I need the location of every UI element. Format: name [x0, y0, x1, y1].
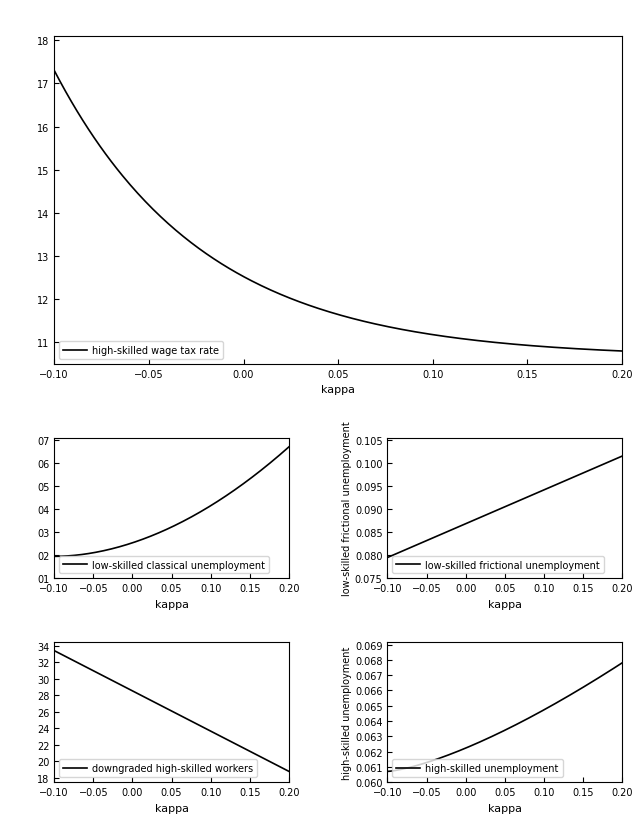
- Y-axis label: low-skilled frictional unemployment: low-skilled frictional unemployment: [342, 421, 352, 595]
- X-axis label: kappa: kappa: [487, 803, 522, 812]
- Legend: high-skilled wage tax rate: high-skilled wage tax rate: [59, 342, 223, 360]
- Y-axis label: high-skilled unemployment: high-skilled unemployment: [342, 645, 352, 779]
- Legend: downgraded high-skilled workers: downgraded high-skilled workers: [59, 759, 257, 777]
- Legend: high-skilled unemployment: high-skilled unemployment: [392, 759, 563, 777]
- Legend: low-skilled classical unemployment: low-skilled classical unemployment: [59, 556, 269, 574]
- X-axis label: kappa: kappa: [154, 803, 189, 812]
- X-axis label: kappa: kappa: [487, 599, 522, 609]
- Legend: low-skilled frictional unemployment: low-skilled frictional unemployment: [392, 556, 604, 574]
- X-axis label: kappa: kappa: [321, 385, 355, 395]
- X-axis label: kappa: kappa: [154, 599, 189, 609]
